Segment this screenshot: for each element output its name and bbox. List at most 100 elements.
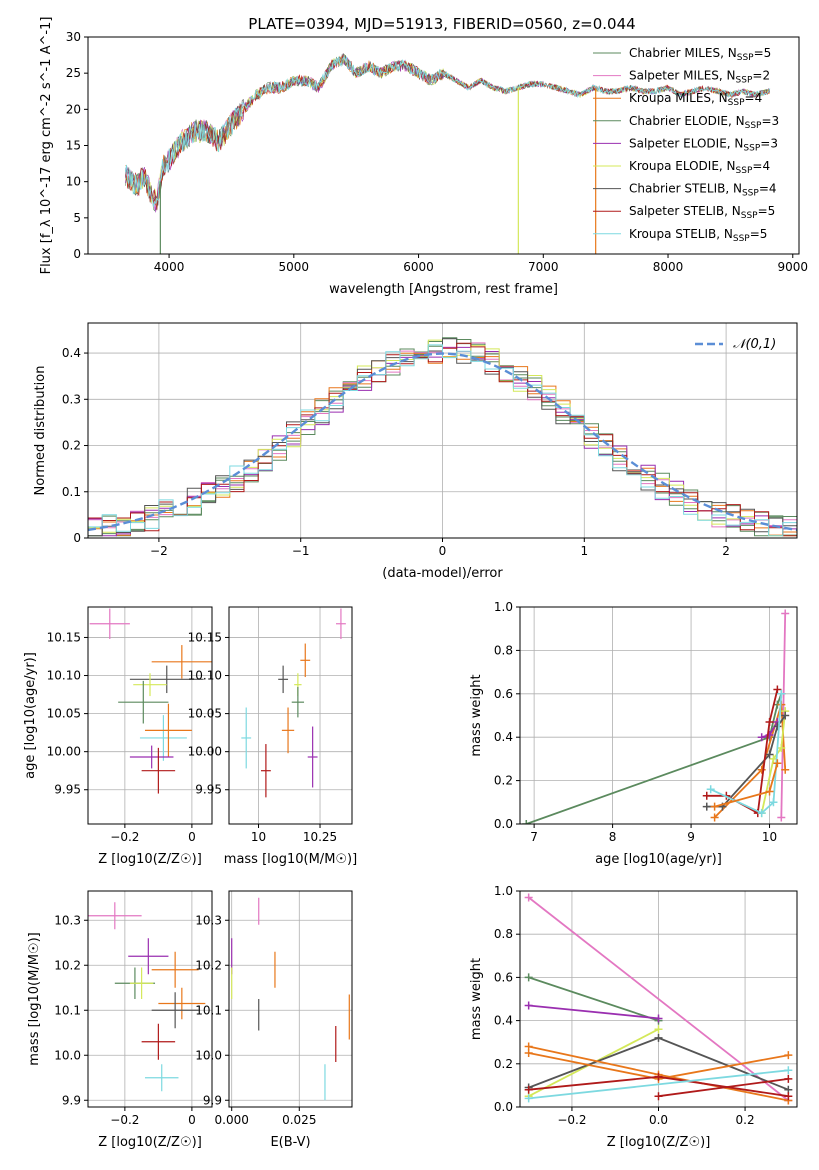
spectrum-ytick-label: 0 [73,247,81,261]
weight_vs_Z-ytick-label: 0.6 [494,970,513,984]
weight-marker [524,1094,533,1103]
legend-entry: Kroupa STELIB, NSSP=5 [629,227,767,244]
spectrum-ytick-label: 20 [66,102,81,116]
spectrum-plot [124,53,771,254]
spectrum-ticks: 4000 5000 6000 7000 8000 9000 0 5 10 15 20 25 30 [66,30,808,274]
spectrum-ylabel: Flux [f_λ 10^-17 erg cm^-2 s^-1 A^-1] [39,17,54,275]
mass_vs_Z-panel: −0.2 0 9.9 10.0 10.1 10.2 10.3 Z [log10(Z/Z☉)] m… [27,890,213,1150]
residuals-ytick-label: 0.1 [62,485,81,499]
age_vs_Z-xlabel: Z [log10(Z/Z☉)] [98,852,202,867]
age_vs_mass-ytick-label: 10.10 [188,669,222,683]
age_vs_Z-ytick-label: 10.05 [47,707,81,721]
age_vs_mass-ytick-label: 10.15 [188,630,222,644]
weight_vs_Z-ytick-label: 0.2 [494,1057,513,1071]
age_vs_Z-xtick-label: −0.2 [110,830,139,844]
histogram-series [88,342,797,537]
weight_vs_age-ticks: 7 8 9 10 0.0 0.2 0.4 0.6 0.8 1.0 [494,600,777,844]
spectrum-ytick-label: 5 [73,211,81,225]
mass_vs_Z-plot [88,902,206,1092]
mass_vs_EBV-ticks: 0.000 0.025 9.9 10.0 10.1 10.2 10.3 [195,913,316,1127]
weight_vs_age-ytick-label: 0.0 [494,817,513,831]
weight-marker [765,731,774,740]
weight-line [525,693,783,824]
weight-marker [654,1014,663,1023]
mass_vs_EBV-ytick-label: 10.0 [195,1048,222,1062]
mass_vs_EBV-frame [228,890,353,1108]
mass_vs_Z-ytick-label: 10.2 [54,958,81,972]
spectrum-line [125,54,771,210]
weight_vs_Z-plot [524,893,793,1105]
residuals-ytick-label: 0.2 [62,439,81,453]
age_vs_mass-xlabel: mass [log10(M/M☉)] [224,852,357,867]
weight-line [658,1078,789,1098]
weight_vs_age-xtick-label: 9 [687,830,695,844]
mass_vs_EBV-ytick-label: 10.3 [195,913,222,927]
weight_vs_Z-panel: −0.2 0.0 0.2 0.0 0.2 0.4 0.6 0.8 1.0 Z [log10(Z/Z… [469,884,798,1150]
mass_vs_Z-xtick-label: −0.2 [110,1113,139,1127]
legend-entry: Chabrier MILES, NSSP=5 [629,46,771,63]
age_vs_mass-ytick-label: 9.95 [195,783,222,797]
weight_vs_age-xlabel: age [log10(age/yr)] [595,852,722,867]
weight-marker [522,820,531,824]
age_vs_mass-ytick-label: 10.00 [188,745,222,759]
age_vs_Z-xtick-label: 0 [188,830,196,844]
legend-entry: Salpeter STELIB, NSSP=5 [629,204,775,221]
weight_vs_age-ylabel: mass weight [469,674,484,756]
spectrum-line [124,54,771,207]
residuals-xlabel: (data-model)/error [382,566,503,581]
weight-marker [654,1025,663,1034]
spectrum-xtick-label: 8000 [653,260,684,274]
weight-marker [784,1066,793,1075]
weight-marker [784,1051,793,1060]
age_vs_Z-ytick-label: 10.10 [47,669,81,683]
age_vs_mass-plot [241,608,346,798]
age_vs_Z-panel: −0.2 0 9.95 10.00 10.05 10.10 10.15 Z [log10(Z/… [23,606,213,867]
weight-marker [777,744,786,753]
mass_vs_Z-xlabel: Z [log10(Z/Z☉)] [98,1135,202,1150]
residuals-ytick-label: 0.3 [62,392,81,406]
residuals-ytick-label: 0.4 [62,346,81,360]
spectrum-xtick-label: 7000 [528,260,559,274]
weight_vs_age-frame [519,606,798,825]
weight-line [528,896,789,1102]
weight-marker [524,1049,533,1057]
weight_vs_Z-ticks: −0.2 0.0 0.2 0.0 0.2 0.4 0.6 0.8 1.0 [494,884,755,1127]
weight-marker [654,1072,663,1081]
panels: 4000 5000 6000 7000 8000 9000051015202530wave… [23,17,808,1150]
spectrum-xtick-label: 4000 [154,260,185,274]
spectrum-ytick-label: 10 [66,175,81,189]
mass_vs_EBV-xtick-label: 0.000 [215,1113,249,1127]
legend-entry: Chabrier ELODIE, NSSP=3 [629,114,779,131]
weight-line [528,1069,789,1100]
mass_vs_Z-ytick-label: 10.1 [54,1003,81,1017]
age_vs_mass-ytick-label: 10.05 [188,707,222,721]
weight_vs_age-ytick-label: 0.4 [494,730,513,744]
residuals-xtick-label: 0 [439,544,447,558]
mass_vs_EBV-panel: 0.000 0.025 9.9 10.0 10.1 10.2 10.3 E(B-V) [195,890,353,1150]
weight_vs_age-panel: 7 8 9 10 0.0 0.2 0.4 0.6 0.8 1.0 age [log10(age/yr… [469,600,798,867]
weight-marker [781,765,790,774]
weight-marker [706,785,715,794]
weight_vs_Z-ytick-label: 1.0 [494,884,513,898]
mass_vs_Z-frame [87,890,213,1108]
weight-marker [781,609,790,618]
age_vs_mass-ticks: 10 10.25 9.95 10.00 10.05 10.10 10.15 [188,630,338,844]
reference-legend-label: 𝒩(0,1) [733,337,776,352]
figure-title: PLATE=0394, MJD=51913, FIBERID=0560, z=0… [248,15,635,33]
residuals-panel: −2 −1 0 1 2 0 0.1 0.2 0.3 0.4 (data-model)/error No… [33,322,798,581]
weight-marker [777,689,786,698]
residuals-ytick-label: 0 [73,531,81,545]
weight_vs_Z-ytick-label: 0.8 [494,927,513,941]
mass_vs_EBV-plot [231,897,350,1101]
mass_vs_Z-ytick-label: 10.0 [54,1048,81,1062]
weight-marker [524,1001,533,1010]
weight-line [528,1004,659,1020]
weight-marker [773,685,782,694]
mass_vs_EBV-xtick-label: 0.025 [282,1113,316,1127]
age_vs_mass-xtick-label: 10 [251,830,266,844]
weight_vs_age-plot [522,609,790,824]
weight-marker [765,787,774,796]
weight-marker [765,718,774,727]
residuals-ticks: −2 −1 0 1 2 0 0.1 0.2 0.3 0.4 [62,346,730,558]
